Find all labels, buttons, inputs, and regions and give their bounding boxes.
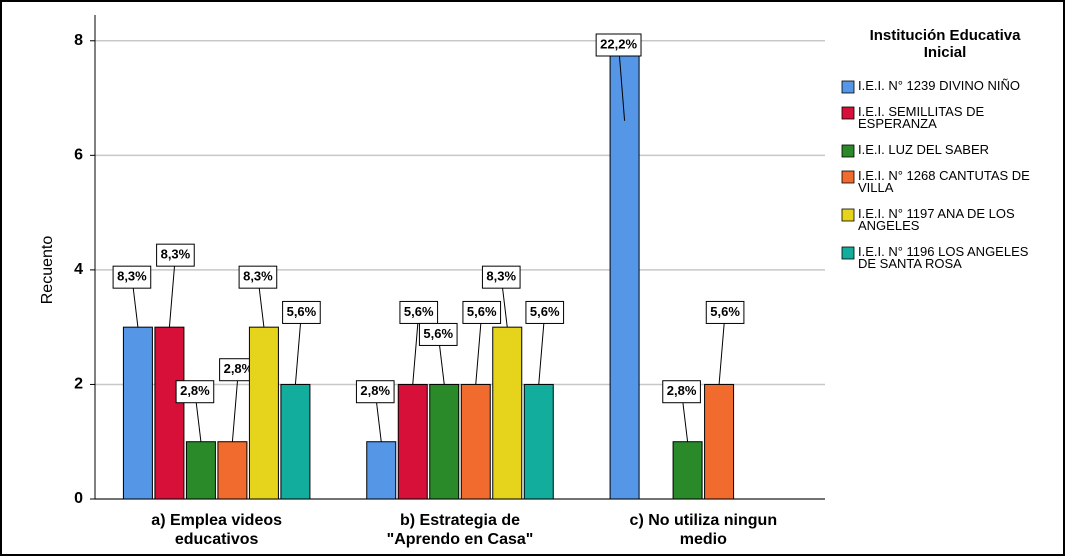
legend-label: I.E.I. LUZ DEL SABER (858, 142, 989, 157)
bar (523, 383, 554, 500)
legend-title: Institución Educativa Inicial (870, 27, 1022, 61)
percent-label-box (481, 265, 521, 289)
y-axis-title: Recuento (39, 236, 56, 305)
bar (122, 326, 153, 500)
y-tick-label: 6 (74, 147, 83, 164)
bar (280, 383, 311, 500)
percent-label-box (462, 300, 502, 324)
leader-line (168, 255, 176, 328)
percent-label: 2,8% (667, 383, 697, 398)
bar (397, 383, 428, 500)
leader-line (294, 312, 302, 385)
legend-swatch (841, 144, 855, 158)
percent-label: 2,8% (180, 383, 210, 398)
percent-label: 5,6% (404, 304, 434, 319)
bar (672, 441, 703, 500)
percent-label-box (156, 243, 195, 267)
bar (429, 383, 460, 500)
leader-line (718, 312, 726, 385)
y-tick-label: 8 (74, 32, 83, 49)
legend-label: I.E.I. N° 1197 ANA DE LOS ANGELES (858, 206, 1015, 233)
bar (704, 383, 735, 500)
x-tick-label: a) Emplea videos educativos (151, 512, 282, 548)
percent-label: 2,8% (360, 383, 390, 398)
percent-label-box (282, 300, 321, 324)
x-tick-label: b) Estrategia de "Aprendo en Casa" (387, 512, 534, 548)
bar (492, 326, 523, 500)
percent-label-box (112, 265, 152, 289)
percent-label-box (238, 265, 278, 289)
bar (154, 326, 185, 500)
legend-swatch (841, 208, 855, 222)
x-tick-label: c) No utiliza ningun medio (630, 512, 778, 548)
leader-line (412, 312, 420, 385)
percent-label: 5,6% (423, 326, 453, 341)
bar (217, 441, 248, 500)
percent-label-box (355, 380, 395, 404)
bar (366, 441, 397, 500)
percent-label-box (705, 300, 745, 324)
percent-label: 5,6% (530, 304, 560, 319)
leader-line (618, 44, 626, 121)
leader-line (231, 369, 239, 442)
leader-line (538, 312, 546, 385)
y-tick-label: 0 (74, 490, 83, 507)
legend-label: I.E.I. N° 1268 CANTUTAS DE VILLA (858, 168, 1030, 195)
percent-label-box (662, 380, 701, 404)
leader-line (475, 312, 483, 385)
legend-label: I.E.I. SEMILLITAS DE ESPERANZA (858, 104, 985, 131)
bar (609, 40, 640, 500)
legend-swatch (841, 106, 855, 120)
percent-label-box (525, 300, 565, 324)
legend-label: I.E.I. N° 1239 DIVINO NIÑO (858, 78, 1020, 93)
percent-label-box (418, 322, 458, 346)
bar (460, 383, 491, 500)
percent-label-box (175, 380, 215, 404)
legend-label: I.E.I. N° 1196 LOS ANGELES DE SANTA ROSA (858, 244, 1029, 271)
legend-swatch (841, 80, 855, 94)
legend-swatch (841, 246, 855, 260)
y-tick-label: 4 (74, 261, 83, 278)
bar (185, 441, 216, 500)
percent-label: 22,2% (600, 36, 637, 51)
percent-label: 8,3% (243, 269, 273, 284)
percent-label: 5,6% (287, 304, 317, 319)
y-tick-label: 2 (74, 376, 83, 393)
percent-label: 2,8% (224, 361, 254, 376)
percent-label: 5,6% (710, 304, 740, 319)
percent-label: 8,3% (161, 247, 191, 262)
percent-label-box (399, 300, 439, 324)
bar (248, 326, 279, 500)
percent-label: 8,3% (117, 269, 147, 284)
percent-label-box (595, 33, 642, 57)
percent-label: 5,6% (467, 304, 497, 319)
percent-label: 8,3% (486, 269, 516, 284)
legend-swatch (841, 170, 855, 184)
